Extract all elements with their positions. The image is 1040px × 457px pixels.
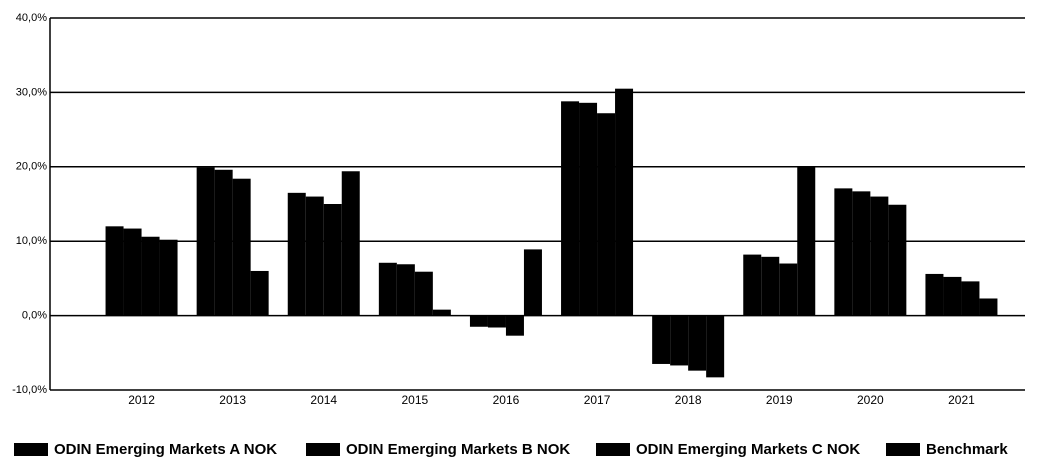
bar bbox=[323, 204, 342, 316]
legend-swatch bbox=[596, 443, 630, 456]
bar bbox=[888, 204, 907, 316]
y-tick-label: 30,0% bbox=[16, 86, 47, 98]
bar bbox=[396, 264, 415, 316]
legend-label: ODIN Emerging Markets A NOK bbox=[54, 441, 277, 457]
y-tick-label: 0,0% bbox=[22, 310, 47, 322]
bar bbox=[250, 270, 269, 316]
x-tick-label: 2020 bbox=[857, 393, 884, 407]
bar bbox=[159, 239, 178, 316]
bar bbox=[105, 226, 124, 316]
bar bbox=[852, 191, 871, 316]
x-tick-label: 2012 bbox=[128, 393, 155, 407]
x-tick-label: 2014 bbox=[310, 393, 337, 407]
y-tick-label: -10,0% bbox=[12, 384, 47, 396]
legend-label: ODIN Emerging Markets B NOK bbox=[346, 441, 570, 457]
bar bbox=[597, 113, 616, 316]
y-tick-label: 10,0% bbox=[16, 235, 47, 247]
y-tick-label: 40,0% bbox=[16, 12, 47, 24]
legend-swatch bbox=[886, 443, 920, 456]
bar bbox=[232, 178, 251, 316]
bar bbox=[797, 166, 816, 316]
bar bbox=[432, 309, 451, 316]
x-tick-label: 2017 bbox=[584, 393, 611, 407]
x-tick-label: 2021 bbox=[948, 393, 975, 407]
bar bbox=[779, 263, 798, 316]
bar bbox=[834, 188, 853, 316]
x-tick-label: 2018 bbox=[675, 393, 702, 407]
bar bbox=[579, 102, 598, 316]
legend-swatch bbox=[14, 443, 48, 456]
bar bbox=[305, 196, 324, 316]
bar bbox=[561, 101, 580, 316]
bar bbox=[615, 88, 634, 316]
legend-label: Benchmark bbox=[926, 441, 1008, 457]
x-tick-label: 2019 bbox=[766, 393, 793, 407]
x-tick-label: 2013 bbox=[219, 393, 246, 407]
legend-label: ODIN Emerging Markets C NOK bbox=[636, 441, 860, 457]
y-tick-label: 20,0% bbox=[16, 161, 47, 173]
bar bbox=[469, 315, 488, 327]
bar bbox=[652, 315, 671, 364]
x-tick-label: 2016 bbox=[493, 393, 520, 407]
bar bbox=[341, 171, 360, 316]
legend-swatch bbox=[306, 443, 340, 456]
bar bbox=[961, 281, 980, 316]
bar bbox=[487, 315, 506, 328]
bar bbox=[743, 254, 762, 316]
bar bbox=[196, 167, 215, 316]
bar bbox=[523, 249, 542, 316]
bar bbox=[979, 298, 998, 316]
bar bbox=[141, 236, 160, 316]
bar bbox=[706, 315, 725, 378]
bar bbox=[378, 262, 397, 316]
bar bbox=[287, 192, 306, 316]
x-tick-label: 2015 bbox=[401, 393, 428, 407]
bar bbox=[870, 196, 889, 316]
bar bbox=[505, 315, 524, 336]
bar bbox=[670, 315, 689, 366]
bar bbox=[123, 228, 142, 316]
bar bbox=[688, 315, 707, 371]
bar bbox=[214, 169, 233, 316]
bar bbox=[943, 276, 962, 316]
bar bbox=[925, 273, 944, 316]
bar bbox=[414, 271, 433, 316]
bar bbox=[761, 256, 780, 316]
